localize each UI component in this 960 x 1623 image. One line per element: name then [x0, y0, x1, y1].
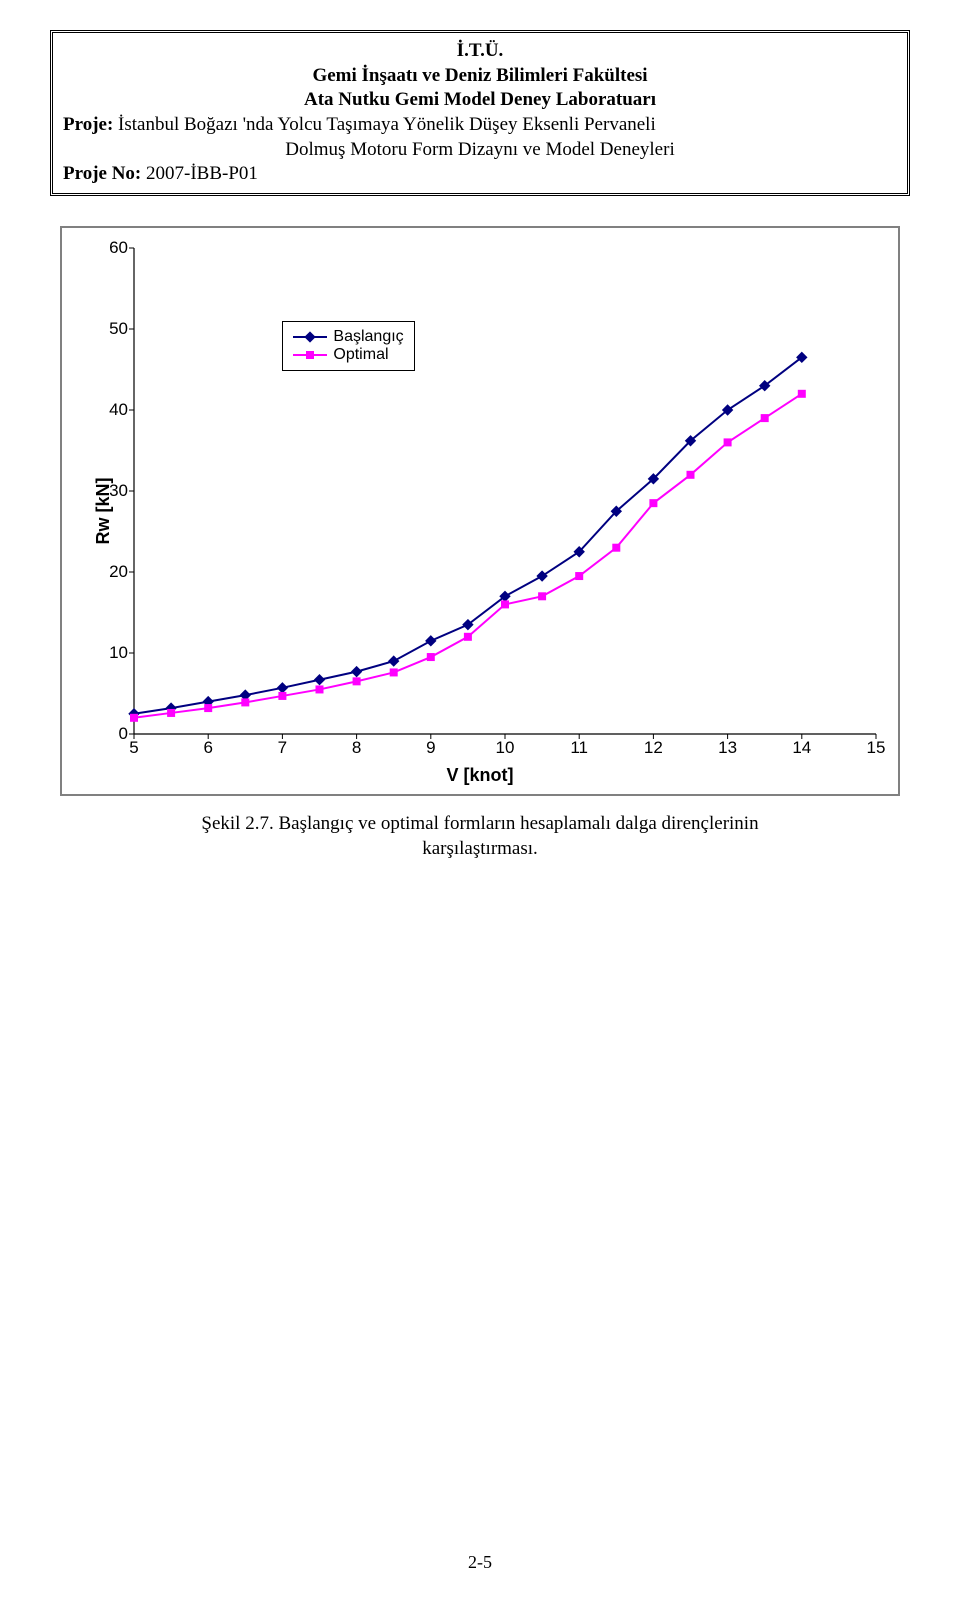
chart-xlabel: V [knot] [62, 765, 898, 786]
chart-plot-area: BaşlangıçOptimal 01020304050605678910111… [134, 248, 876, 734]
chart-ytick: 50 [92, 319, 128, 339]
chart-xtick: 14 [792, 738, 811, 758]
legend-row: Başlangıç [293, 328, 403, 346]
caption-line-1: Şekil 2.7. Başlangıç ve optimal formları… [201, 813, 758, 834]
page-number: 2-5 [0, 1552, 960, 1573]
chart-xtick: 13 [718, 738, 737, 758]
chart-ytick: 40 [92, 400, 128, 420]
chart-xtick: 9 [426, 738, 435, 758]
header-title-2: Gemi İnşaatı ve Deniz Bilimleri Fakültes… [63, 64, 897, 89]
chart-xtick: 11 [570, 738, 588, 758]
chart-ytick: 20 [92, 562, 128, 582]
header-box: İ.T.Ü. Gemi İnşaatı ve Deniz Bilimleri F… [50, 30, 910, 196]
chart-xtick: 10 [496, 738, 515, 758]
project-text: İstanbul Boğazı 'nda Yolcu Taşımaya Yöne… [113, 114, 655, 135]
chart-xtick: 5 [129, 738, 138, 758]
chart-xtick: 12 [644, 738, 663, 758]
chart-xtick: 15 [867, 738, 886, 758]
project-no-label: Proje No: [63, 163, 141, 184]
project-line-1: Proje: İstanbul Boğazı 'nda Yolcu Taşıma… [63, 113, 897, 138]
project-line-2: Dolmuş Motoru Form Dizaynı ve Model Dene… [63, 138, 897, 163]
project-label: Proje: [63, 114, 113, 135]
chart-svg [134, 248, 876, 734]
legend-label: Başlangıç [333, 328, 403, 346]
chart-ytick: 60 [92, 238, 128, 258]
chart-ytick: 10 [92, 643, 128, 663]
chart-ytick: 0 [92, 724, 128, 744]
legend-label: Optimal [333, 346, 388, 364]
legend-row: Optimal [293, 346, 403, 364]
chart-xtick: 6 [203, 738, 212, 758]
chart-legend: BaşlangıçOptimal [282, 321, 414, 371]
project-no-line: Proje No: 2007-İBB-P01 [63, 162, 897, 187]
header-title-3: Ata Nutku Gemi Model Deney Laboratuarı [63, 88, 897, 113]
project-no-text: 2007-İBB-P01 [141, 163, 258, 184]
chart-ytick: 30 [92, 481, 128, 501]
chart-xtick: 7 [278, 738, 287, 758]
figure-caption: Şekil 2.7. Başlangıç ve optimal formları… [60, 812, 900, 861]
chart-xtick: 8 [352, 738, 361, 758]
chart-container: Rw [kN] V [knot] BaşlangıçOptimal 010203… [60, 226, 900, 796]
caption-line-2: karşılaştırması. [422, 838, 538, 859]
header-title-1: İ.T.Ü. [63, 39, 897, 64]
